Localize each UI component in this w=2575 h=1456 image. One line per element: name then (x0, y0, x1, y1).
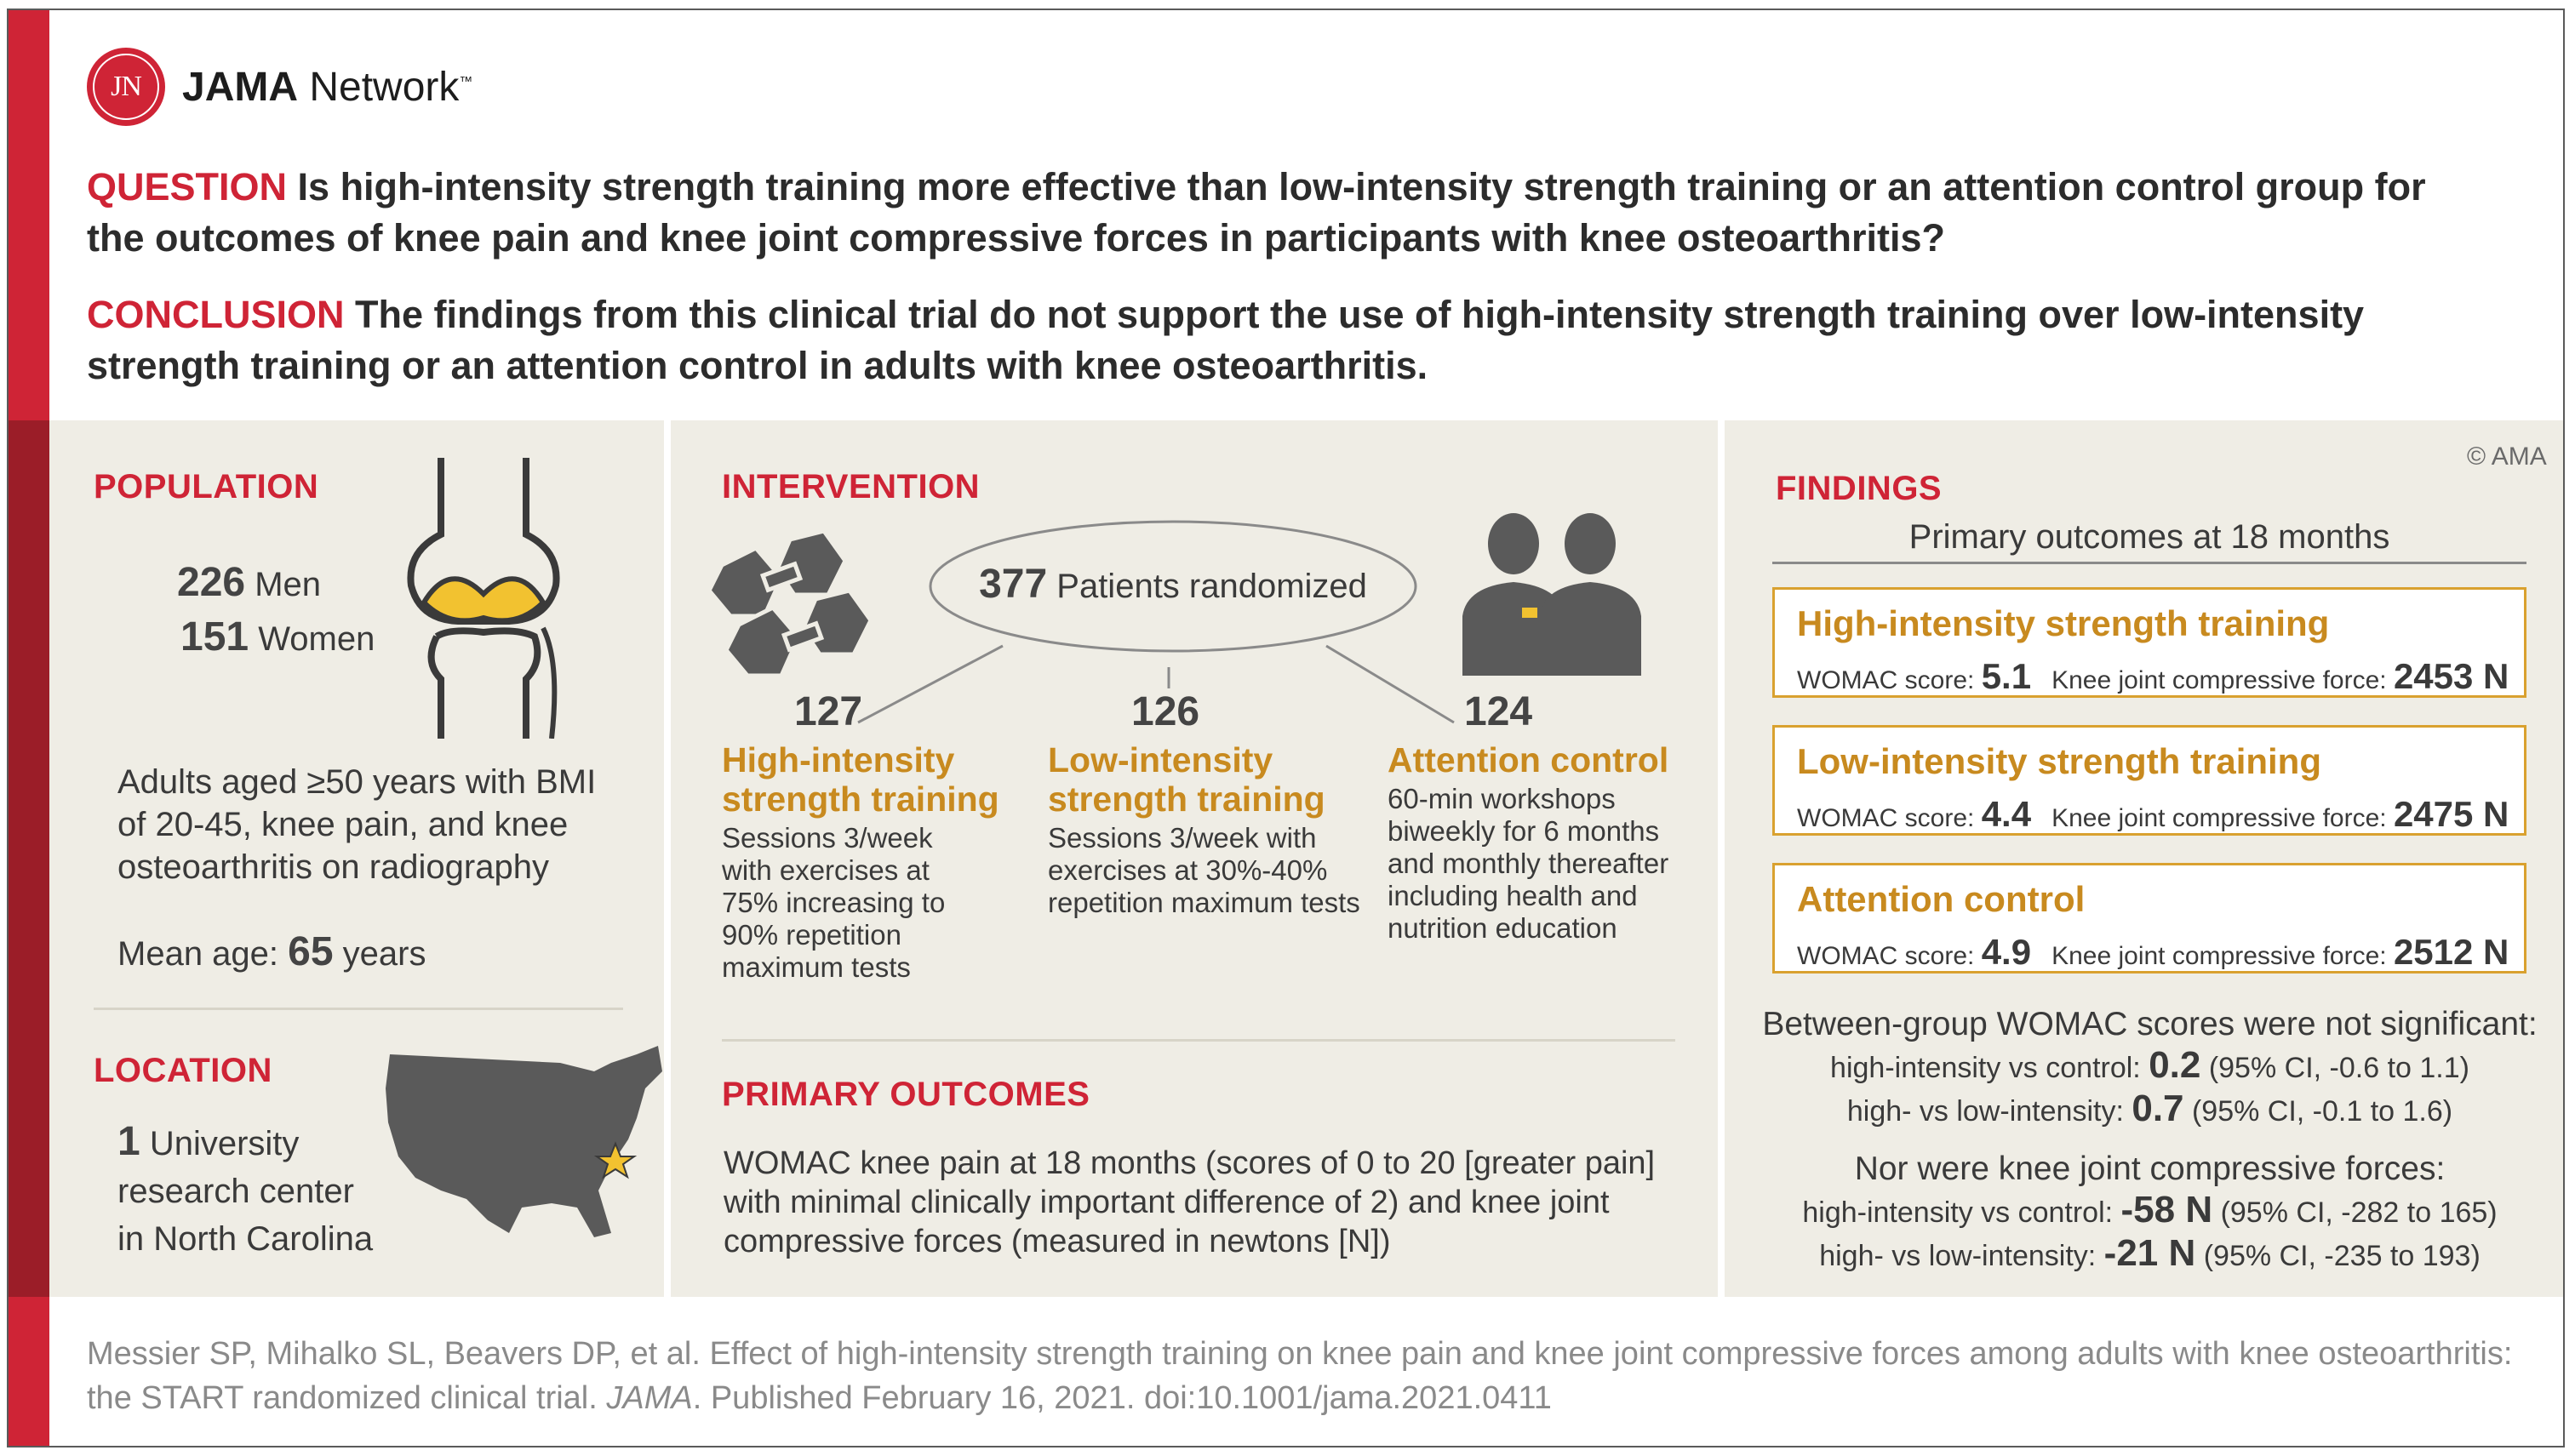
location-count: 1 (117, 1119, 140, 1164)
arm-high-intensity: 127 High-intensity strength training Ses… (722, 689, 999, 983)
journal-name: JAMA (606, 1380, 693, 1416)
left-accent-bar-dark (9, 420, 49, 1297)
knee-joint-icon (407, 458, 560, 739)
finding-card-high-intensity: High-intensity strength training WOMAC s… (1772, 587, 2526, 698)
question-label: QUESTION (87, 165, 288, 208)
section-divider (722, 1039, 1675, 1042)
citation: Messier SP, Mihalko SL, Beavers DP, et a… (87, 1336, 2513, 1416)
conclusion-label: CONCLUSION (87, 293, 345, 336)
jama-network-logo[interactable]: JN JAMA Network™ (87, 48, 472, 126)
population-heading: POPULATION (94, 468, 319, 505)
us-map-icon (386, 1046, 662, 1237)
question-block: QUESTION Is high-intensity strength trai… (87, 162, 2487, 264)
column-divider (1718, 420, 1725, 1297)
jn-logo-icon: JN (87, 48, 165, 126)
intervention-heading: INTERVENTION (722, 468, 981, 505)
section-divider (94, 1008, 623, 1010)
finding-card-attention-control: Attention control WOMAC score: 4.9 Knee j… (1772, 863, 2526, 974)
conclusion-block: CONCLUSION The findings from this clinic… (87, 289, 2487, 391)
logo-wordmark: JAMA Network™ (182, 64, 473, 110)
arm-attention-control: 124 Attention control 60-min workshops b… (1388, 689, 1669, 944)
findings-heading: FINDINGS (1776, 470, 1943, 507)
infographic-frame: JN JAMA Network™ QUESTION Is high-intens… (7, 9, 2565, 1447)
findings-rule (1772, 562, 2526, 564)
population-criteria: Adults aged ≥50 years with BMI of 20-45,… (117, 763, 597, 886)
location-text: 1 University research center in North Ca… (117, 1119, 374, 1258)
randomized-label: 377 Patients randomized (979, 562, 1367, 607)
primary-outcomes-heading: PRIMARY OUTCOMES (722, 1076, 1090, 1113)
women-count: 151 (180, 614, 249, 659)
findings-subheading: Primary outcomes at 18 months (1908, 518, 2390, 556)
mean-age: Mean age: 65 years (117, 929, 426, 974)
people-icon (1462, 513, 1641, 676)
men-count: 226 (177, 560, 246, 605)
women-label: Women (258, 620, 375, 658)
randomized-oval (929, 520, 1417, 653)
conclusion-text: The findings from this clinical trial do… (87, 293, 2365, 387)
womac-between-group: Between-group WOMAC scores were not sign… (1762, 1006, 2538, 1129)
content-panels: POPULATION 226 Men 151 Women Adults aged… (49, 420, 2563, 1297)
question-text: Is high-intensity strength training more… (87, 165, 2426, 260)
finding-card-low-intensity: Low-intensity strength training WOMAC sc… (1772, 725, 2526, 836)
copyright-ama: © AMA (2467, 443, 2547, 471)
population-counts: 226 Men 151 Women (177, 557, 375, 665)
connector-lines (857, 644, 1455, 724)
mean-age-value: 65 (288, 929, 334, 974)
dumbbell-icon (707, 531, 873, 678)
force-between-group: Nor were knee joint compressive forces: … (1802, 1151, 2498, 1274)
column-divider (664, 420, 671, 1297)
primary-outcomes-text: WOMAC knee pain at 18 months (scores of … (724, 1145, 1656, 1259)
men-label: Men (255, 566, 322, 603)
location-heading: LOCATION (94, 1052, 272, 1089)
arm-low-intensity: 126 Low-intensity strength training Sess… (1048, 689, 1360, 918)
